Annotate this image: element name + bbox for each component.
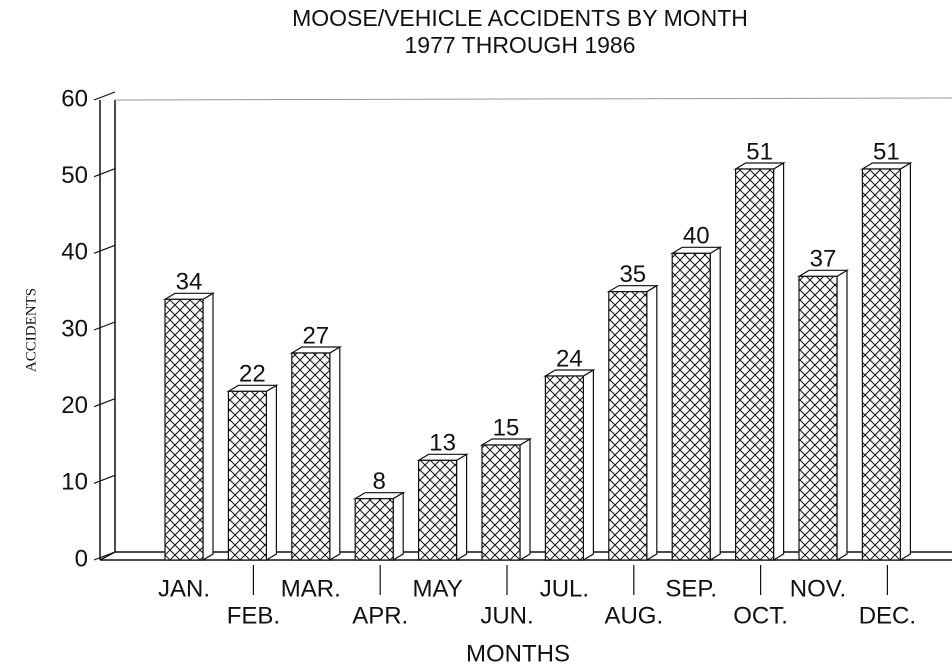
bar (354, 498, 394, 561)
x-axis-label: MONTHS (466, 640, 570, 667)
y-tick (93, 91, 116, 101)
bar (671, 252, 711, 561)
y-tick-label: 50 (61, 162, 88, 189)
value-label: 35 (619, 261, 646, 288)
back-top-line (114, 97, 952, 101)
bar-side (582, 368, 595, 562)
value-label: 40 (683, 223, 710, 250)
x-tick-label: AUG. (604, 602, 663, 629)
x-tick-label: FEB. (227, 602, 280, 629)
bar-side (202, 292, 214, 562)
y-axis-label: ACCIDENTS (23, 288, 39, 372)
bar (861, 168, 902, 561)
bar-side (392, 491, 404, 562)
bar-side (899, 161, 912, 562)
bar (418, 459, 458, 561)
value-label: 37 (810, 246, 837, 273)
x-tick-label: MAR. (281, 575, 341, 602)
x-tick-label: SEP. (665, 575, 717, 602)
y-tick (93, 551, 116, 561)
x-tick-label: MAY (412, 575, 462, 602)
bar (798, 275, 838, 561)
value-label: 22 (239, 361, 266, 388)
bar-side (329, 345, 341, 562)
x-tick-label: JUN. (480, 602, 533, 629)
x-tick-label: JAN. (158, 575, 210, 602)
y-tick-label: 60 (61, 85, 88, 112)
value-label: 24 (556, 345, 583, 372)
y-tick-label: 40 (61, 239, 88, 266)
chart-subtitle: 1977 THROUGH 1986 (405, 32, 636, 58)
x-tick-label: DEC. (859, 602, 916, 629)
value-label: 51 (873, 138, 900, 165)
bar-side (709, 246, 721, 562)
x-tick-label: JUL. (540, 575, 589, 602)
bar-side (646, 284, 658, 562)
y-tick-label: 20 (61, 392, 88, 419)
value-label: 13 (429, 430, 456, 457)
y-tick-label: 30 (61, 315, 88, 342)
bar (164, 298, 204, 561)
bar (608, 291, 648, 561)
y-tick (93, 398, 116, 408)
value-label: 51 (746, 138, 773, 165)
x-tick-label: OCT. (733, 602, 788, 629)
bar-side (772, 161, 785, 562)
bar-side (265, 384, 277, 562)
bar (481, 444, 521, 561)
bar (227, 390, 267, 561)
bar-side (836, 269, 848, 562)
value-label: 27 (302, 322, 329, 349)
y-tick (93, 168, 116, 178)
bar (291, 352, 331, 561)
bar (544, 375, 585, 561)
y-tick (93, 474, 116, 484)
y-tick (93, 244, 116, 254)
bar-side (519, 437, 531, 562)
chart-title: MOOSE/VEHICLE ACCIDENTS BY MONTH (292, 5, 748, 31)
x-tick-label: APR. (352, 602, 408, 629)
y-tick-label: 10 (61, 469, 88, 496)
y-tick (93, 321, 116, 331)
value-label: 34 (176, 269, 203, 296)
bar-side (456, 453, 468, 562)
x-tick-label: NOV. (790, 575, 846, 602)
value-label: 8 (373, 468, 386, 495)
y-tick-label: 0 (75, 545, 88, 572)
value-label: 15 (493, 414, 520, 441)
bar (734, 168, 775, 561)
